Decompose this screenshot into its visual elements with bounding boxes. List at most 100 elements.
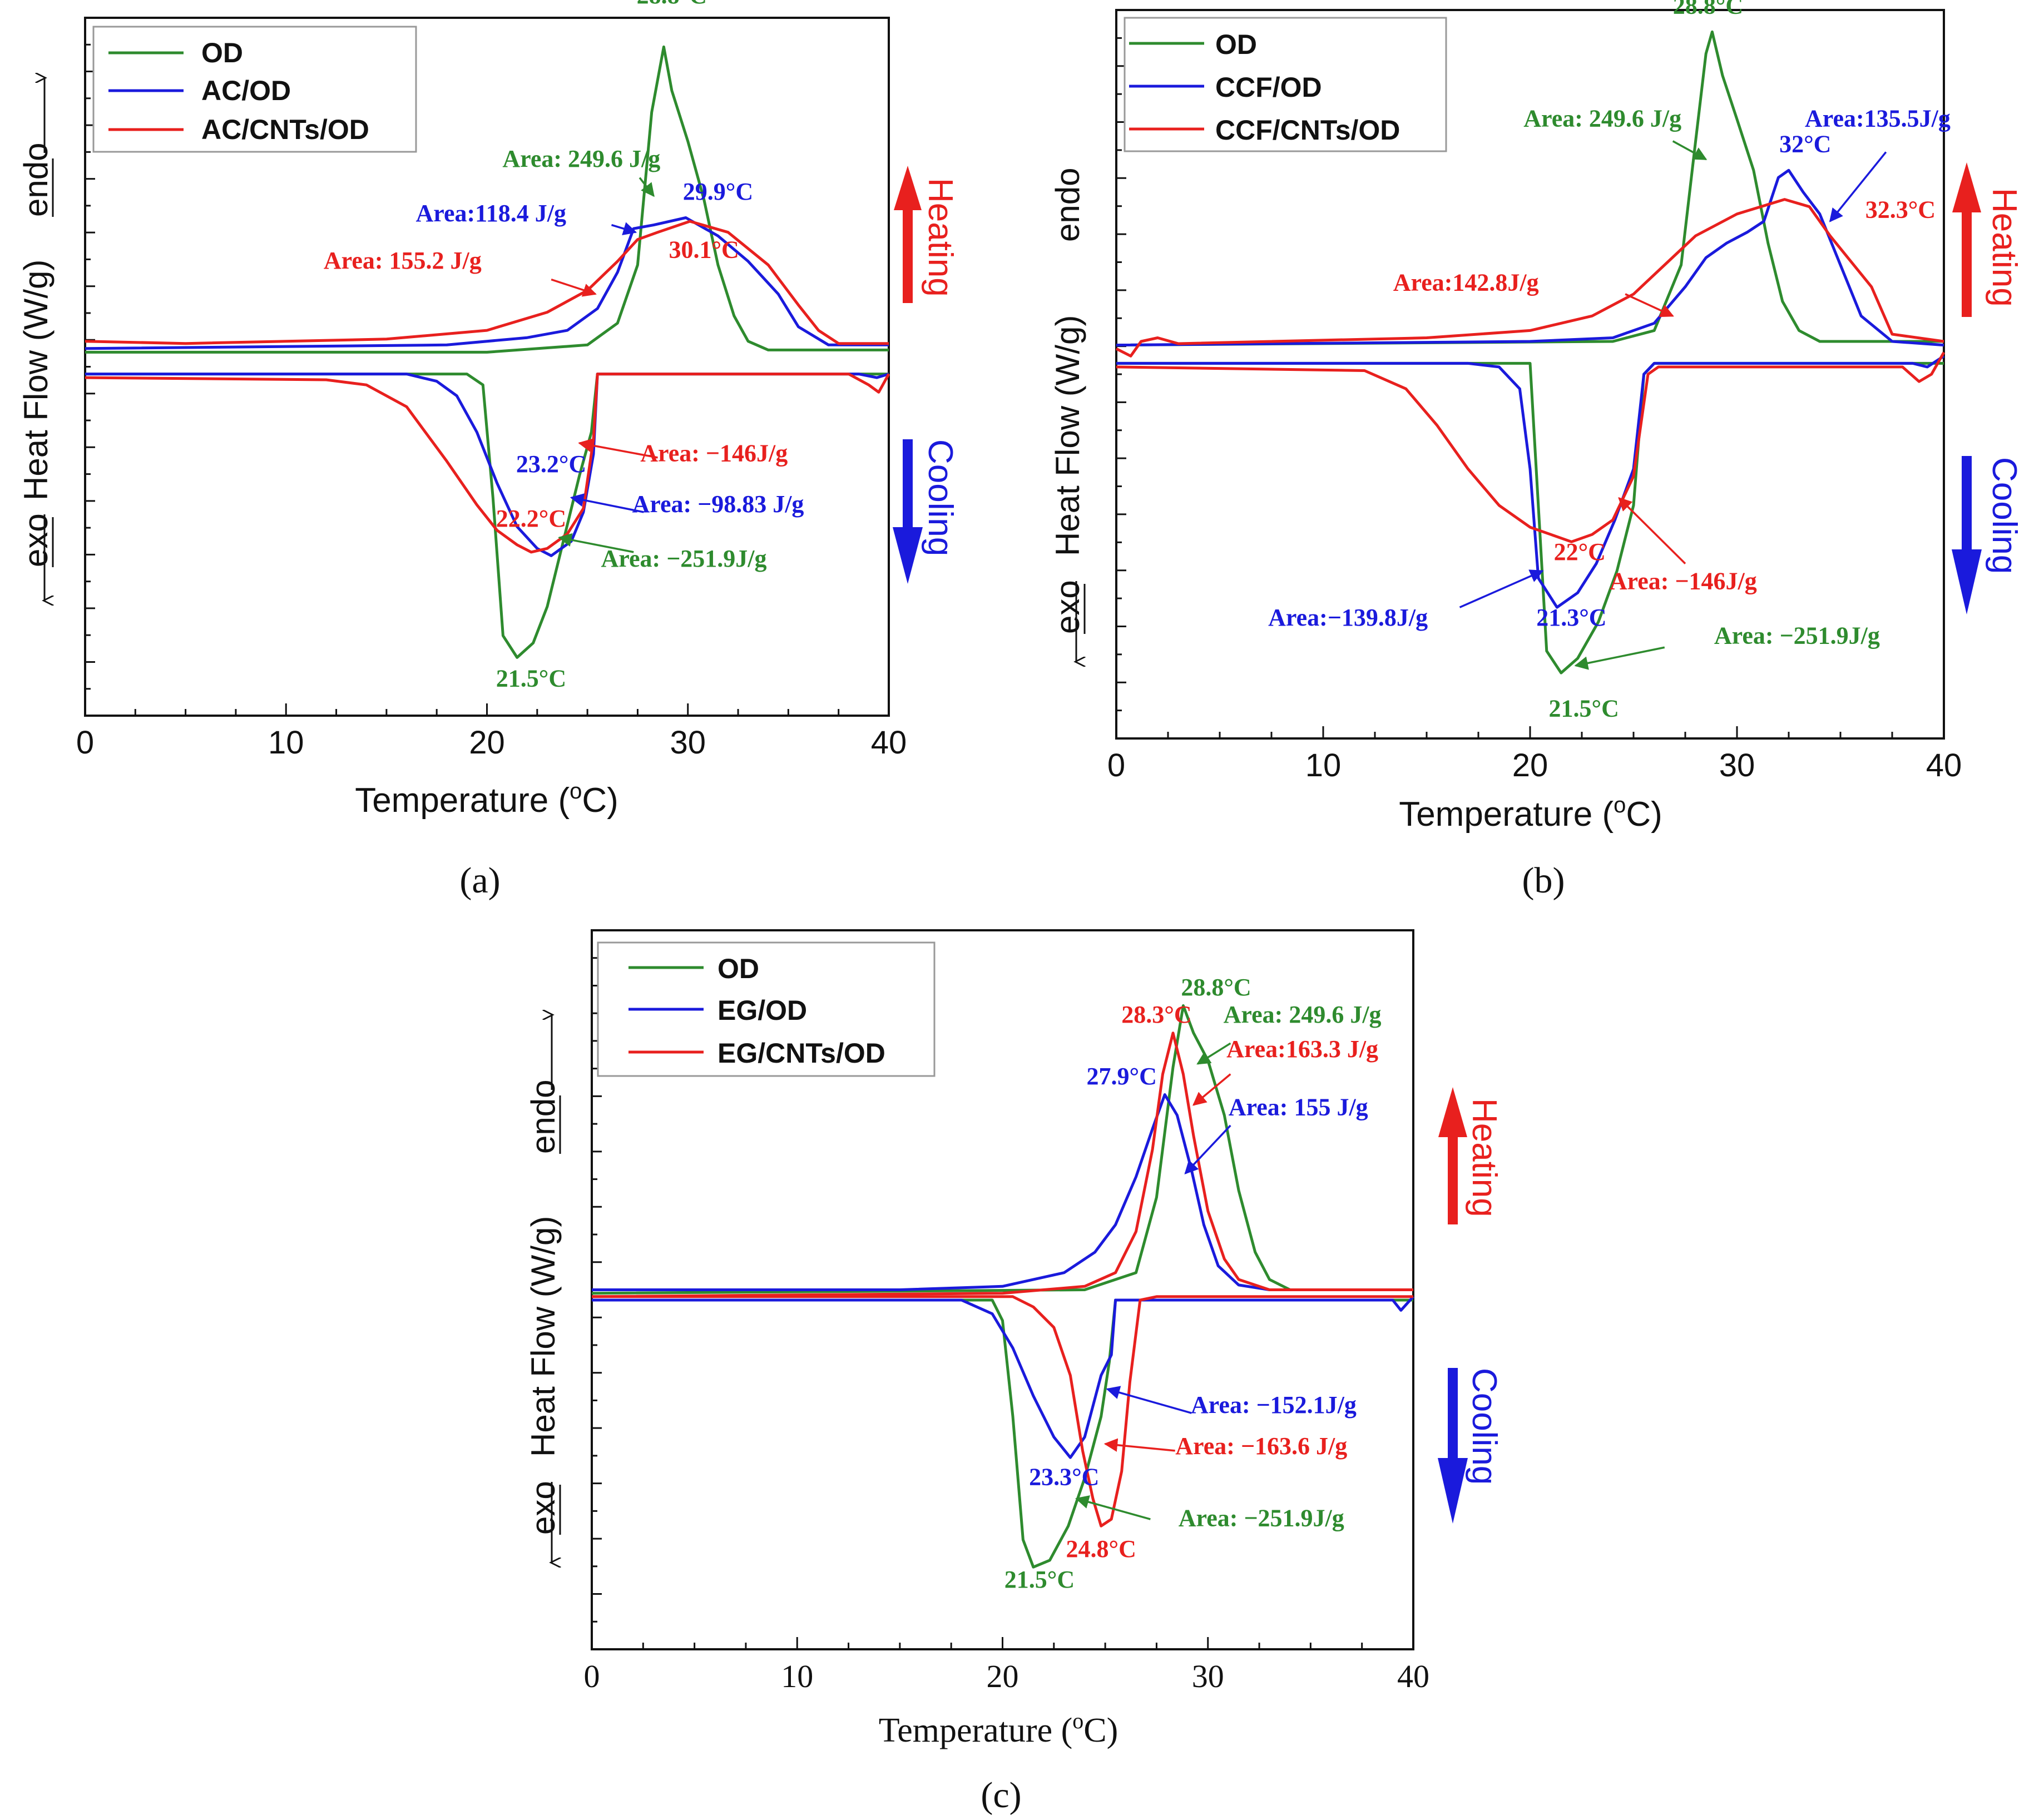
heating-arrow-shaft bbox=[1448, 1135, 1458, 1224]
annotation-arrow bbox=[639, 177, 655, 197]
panel-a-x-ticks: 0 10 20 30 40 bbox=[76, 43, 907, 761]
legend-label-cnt: EG/CNTs/OD bbox=[717, 1038, 885, 1069]
annotation-label: Area: 155 J/g bbox=[1229, 1093, 1368, 1120]
legend-label-mid: AC/OD bbox=[201, 75, 291, 106]
panel-b-annotation-arrows bbox=[1459, 140, 1887, 670]
panel-c-cooling-indicator: Cooling bbox=[1438, 1368, 1503, 1524]
annotation-arrow bbox=[1829, 151, 1887, 222]
x-tick-label: 20 bbox=[469, 725, 505, 761]
panel-a-legend: OD AC/OD AC/CNTs/OD bbox=[92, 26, 417, 153]
annotation-label: Area:163.3 J/g bbox=[1226, 1035, 1378, 1063]
legend-label-od: OD bbox=[717, 953, 759, 984]
annotation-label: 22.2°C bbox=[496, 505, 566, 532]
series-mid-heating-line bbox=[85, 216, 889, 350]
x-tick-label: 30 bbox=[1719, 747, 1755, 783]
legend-label-cnt: CCF/CNTs/OD bbox=[1215, 115, 1400, 146]
annotation-label: Area: 249.6 J/g bbox=[502, 145, 660, 172]
annotation-label: Area: 249.6 J/g bbox=[1224, 1001, 1382, 1028]
heating-arrow-up-icon bbox=[1952, 162, 1981, 212]
panel-a-cooling-indicator: Cooling bbox=[893, 439, 959, 584]
annotation-label: 21.5°C bbox=[496, 665, 566, 692]
annotation-label: Area: −251.9J/g bbox=[1714, 622, 1880, 649]
y-label-main: Heat Flow (W/g) bbox=[524, 1216, 562, 1457]
panel-c-annotation-arrows bbox=[1075, 1042, 1231, 1520]
x-tick-label: 40 bbox=[1397, 1658, 1429, 1694]
annotation-arrow bbox=[1574, 646, 1665, 670]
series-cnt-heating-line bbox=[591, 1032, 1413, 1298]
annotation-arrow bbox=[1459, 569, 1544, 608]
annotation-arrow bbox=[1184, 1124, 1231, 1174]
y-label-main: Heat Flow (W/g) bbox=[17, 260, 55, 500]
heating-label: Heating bbox=[1985, 188, 2023, 307]
annotation-label: 21.5°C bbox=[1004, 1566, 1075, 1593]
panel-b-heating-indicator: Heating bbox=[1952, 162, 2023, 317]
cooling-arrow-down-icon bbox=[893, 527, 923, 584]
legend-label-mid: EG/OD bbox=[717, 995, 807, 1026]
annotation-label: 28.3°C bbox=[1121, 1001, 1191, 1028]
annotation-label: Area: −98.83 J/g bbox=[632, 490, 804, 518]
annotation-arrow bbox=[1196, 1042, 1231, 1065]
annotation-label: Area:−139.8J/g bbox=[1268, 604, 1428, 631]
series-cnt-cooling-line bbox=[1116, 351, 1946, 543]
annotation-arrow bbox=[570, 493, 644, 513]
panel-a-annotations: 28.8°C Area: 249.6 J/g 29.9°C Area:118.4 J/… bbox=[324, 0, 804, 692]
annotation-label: 28.8°C bbox=[637, 0, 707, 9]
annotation-label: Area: 155.2 J/g bbox=[324, 247, 482, 274]
annotation-label: 32.3°C bbox=[1865, 196, 1936, 223]
annotation-arrow bbox=[558, 533, 634, 553]
annotation-label: 23.2°C bbox=[516, 450, 586, 478]
annotation-label: Area: −163.6 J/g bbox=[1175, 1432, 1347, 1460]
annotation-label: 21.3°C bbox=[1536, 604, 1606, 631]
annotation-arrow bbox=[611, 222, 637, 236]
x-tick-label: 40 bbox=[871, 725, 907, 761]
x-tick-label: 30 bbox=[670, 725, 706, 761]
annotation-label: 32°C bbox=[1779, 130, 1831, 157]
series-mid-cooling-line bbox=[592, 1296, 1414, 1459]
panel-a-annotation-arrows bbox=[551, 177, 658, 553]
annotation-label: Area:118.4 J/g bbox=[415, 200, 566, 227]
panel-c-legend: OD EG/OD EG/CNTs/OD bbox=[597, 941, 936, 1077]
annotation-label: Area: −152.1J/g bbox=[1191, 1391, 1357, 1419]
annotation-arrow bbox=[1618, 497, 1686, 564]
panel-a-chart: 0 10 20 30 40 28.8°C Area: 249.6 J/g 29.9°C Are… bbox=[17, 0, 959, 901]
legend-label-mid: CCF/OD bbox=[1215, 72, 1322, 103]
legend-label-od: OD bbox=[201, 37, 243, 68]
annotation-label: 30.1°C bbox=[669, 236, 739, 263]
x-tick-label: 10 bbox=[781, 1658, 813, 1694]
panel-b-annotations: 28.8°C Area: 249.6 J/g Area:135.5J/g32°C 32… bbox=[1268, 0, 1951, 722]
panel-b-legend: OD CCF/OD CCF/CNTs/OD bbox=[1124, 17, 1447, 152]
x-tick-label: 0 bbox=[76, 725, 94, 761]
x-tick-label: 0 bbox=[584, 1658, 600, 1694]
cooling-label: Cooling bbox=[921, 439, 959, 556]
y-label-exo: exo bbox=[524, 1481, 562, 1535]
y-label-main: Heat Flow (W/g) bbox=[1049, 315, 1086, 556]
x-tick-label: 40 bbox=[1926, 747, 1962, 783]
annotation-label: 27.9°C bbox=[1086, 1063, 1156, 1090]
annotation-label: 28.8°C bbox=[1181, 974, 1251, 1001]
series-cnt-heating-line bbox=[85, 220, 889, 345]
annotation-arrow bbox=[1075, 1495, 1151, 1520]
cooling-arrow-shaft bbox=[1962, 456, 1972, 551]
panel-b-y-axis-label: exo Heat Flow (W/g) endo bbox=[1049, 168, 1086, 662]
series-mid-cooling-line bbox=[1116, 355, 1945, 609]
x-tick-label: 10 bbox=[1305, 747, 1342, 783]
cooling-arrow-shaft bbox=[1448, 1368, 1458, 1460]
heating-arrow-up-icon bbox=[1438, 1087, 1467, 1137]
annotation-label: Area:135.5J/g bbox=[1805, 105, 1951, 132]
heating-arrow-shaft bbox=[1962, 211, 1972, 317]
panel-b-cooling-indicator: Cooling bbox=[1952, 456, 2023, 614]
annotation-label: 24.8°C bbox=[1066, 1535, 1136, 1563]
panel-b-caption: (b) bbox=[1522, 860, 1565, 901]
panel-c-y-axis-label: exo Heat Flow (W/g) endo bbox=[524, 1015, 562, 1563]
panel-c-heating-indicator: Heating bbox=[1438, 1087, 1503, 1224]
heating-label: Heating bbox=[1465, 1098, 1503, 1217]
panel-c-annotations: 28.8°C28.3°C Area: 249.6 J/g Area:163.3 J/… bbox=[1004, 974, 1382, 1593]
annotation-label: 28.8°C bbox=[1673, 0, 1743, 19]
heating-label: Heating bbox=[921, 178, 959, 297]
cooling-arrow-shaft bbox=[903, 439, 913, 528]
heating-arrow-shaft bbox=[903, 209, 913, 303]
panel-a-series bbox=[85, 45, 890, 659]
series-od-heating-line bbox=[85, 45, 889, 354]
series-mid-heating-line bbox=[592, 1093, 1413, 1291]
panel-b-chart: 0 10 20 30 40 28.8°C Area: 249.6 J/g Area:135.… bbox=[1049, 0, 2023, 901]
